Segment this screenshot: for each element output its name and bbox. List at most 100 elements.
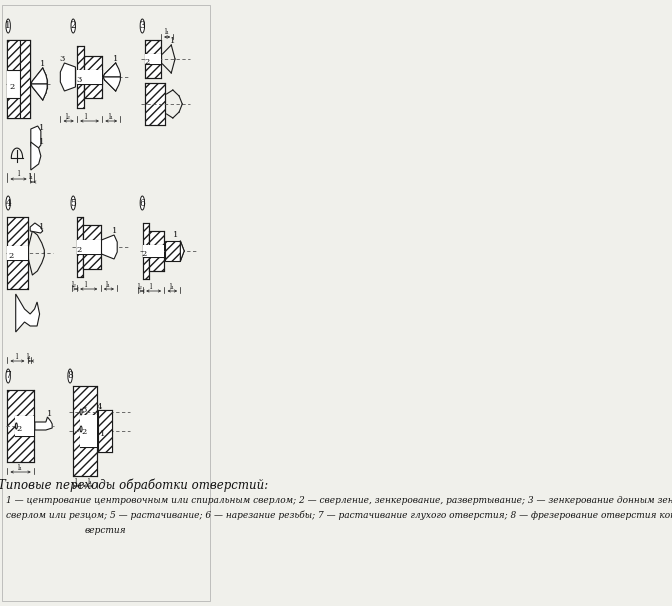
Text: 1 — центрование центровочным или спиральным сверлом; 2 — сверление, зенкерование: 1 — центрование центровочным или спираль… <box>6 496 672 505</box>
Text: l: l <box>75 478 77 486</box>
Bar <box>144 83 165 125</box>
Bar <box>7 390 34 462</box>
Polygon shape <box>103 77 120 91</box>
Text: l: l <box>17 170 19 178</box>
Text: 2: 2 <box>142 250 147 258</box>
Text: Рис. 3.2. Типовые переходы обработки отверстий:: Рис. 3.2. Типовые переходы обработки отв… <box>0 478 269 491</box>
Text: 2: 2 <box>71 21 76 30</box>
Polygon shape <box>35 417 52 430</box>
Text: 3: 3 <box>81 406 87 414</box>
Bar <box>77 46 84 108</box>
Circle shape <box>6 369 10 383</box>
Text: l₁: l₁ <box>108 113 114 121</box>
Text: l: l <box>16 353 18 361</box>
Polygon shape <box>30 223 43 233</box>
Text: l₁: l₁ <box>106 281 111 289</box>
Bar <box>20 40 30 118</box>
Polygon shape <box>31 84 47 100</box>
Text: 3: 3 <box>140 21 145 30</box>
Text: 1: 1 <box>5 21 11 30</box>
Circle shape <box>71 19 75 33</box>
Circle shape <box>71 196 75 210</box>
Text: 2: 2 <box>17 425 22 433</box>
Bar <box>73 386 97 476</box>
Text: l₁: l₁ <box>169 283 175 291</box>
Text: l: l <box>85 113 87 121</box>
Bar <box>77 70 84 84</box>
Text: 2: 2 <box>9 83 15 91</box>
Bar <box>143 245 149 257</box>
Bar <box>144 54 161 64</box>
Text: 1: 1 <box>39 124 44 132</box>
Circle shape <box>68 369 73 383</box>
Text: верстия: верстия <box>85 526 126 535</box>
Bar <box>79 415 97 447</box>
Bar <box>144 40 161 78</box>
Text: 1: 1 <box>47 410 52 418</box>
Text: l₁: l₁ <box>18 464 23 472</box>
Text: 2: 2 <box>76 246 81 254</box>
Text: 1: 1 <box>170 37 175 45</box>
Polygon shape <box>31 126 41 149</box>
Bar <box>7 40 30 118</box>
Text: l: l <box>150 283 152 291</box>
Text: 6: 6 <box>140 199 145 207</box>
Circle shape <box>80 409 82 415</box>
Text: l₁: l₁ <box>28 353 32 361</box>
Text: 2: 2 <box>8 252 13 260</box>
Bar <box>84 56 102 98</box>
Text: 4: 4 <box>5 199 11 207</box>
Polygon shape <box>15 294 40 332</box>
Bar <box>7 98 20 118</box>
Bar <box>83 225 101 269</box>
Text: l₁: l₁ <box>30 173 34 181</box>
Text: 1: 1 <box>40 60 46 68</box>
Polygon shape <box>101 235 117 259</box>
Text: 8: 8 <box>67 371 73 381</box>
Text: 1: 1 <box>173 231 178 239</box>
Text: 1: 1 <box>100 430 106 438</box>
Circle shape <box>6 19 10 33</box>
Circle shape <box>80 426 82 432</box>
Text: 1: 1 <box>113 55 118 63</box>
Bar <box>83 240 101 254</box>
Bar <box>149 231 165 271</box>
Text: l₁: l₁ <box>165 28 170 36</box>
Polygon shape <box>180 241 184 261</box>
Circle shape <box>140 19 144 33</box>
Text: 2: 2 <box>144 58 150 66</box>
Text: 3: 3 <box>76 76 81 84</box>
Text: 1: 1 <box>39 223 44 231</box>
Polygon shape <box>31 68 47 84</box>
Bar <box>77 217 83 277</box>
Circle shape <box>15 423 17 429</box>
Circle shape <box>6 196 10 210</box>
Text: l₂: l₂ <box>66 113 71 121</box>
Circle shape <box>140 196 144 210</box>
Text: l₂: l₂ <box>73 281 77 289</box>
Text: l₂: l₂ <box>138 283 143 291</box>
Text: 5: 5 <box>71 199 76 207</box>
Text: l₁: l₁ <box>87 478 92 486</box>
Bar <box>98 410 112 452</box>
Text: 7: 7 <box>5 371 11 381</box>
Text: 2: 2 <box>81 428 87 436</box>
Bar <box>7 40 20 70</box>
Text: 4: 4 <box>97 403 103 411</box>
Bar <box>7 70 29 98</box>
Bar <box>149 245 165 257</box>
Polygon shape <box>103 63 120 77</box>
Polygon shape <box>60 63 75 91</box>
Bar <box>143 223 149 279</box>
Text: сверлом или резцом; 5 — растачивание; 6 — нарезание резьбы; 7 — растачивание глу: сверлом или резцом; 5 — растачивание; 6 … <box>6 511 672 521</box>
Bar <box>84 70 102 84</box>
Bar <box>7 217 28 289</box>
Bar <box>7 246 28 260</box>
Polygon shape <box>31 142 41 170</box>
Text: 1: 1 <box>39 138 44 146</box>
Text: 3: 3 <box>60 55 65 63</box>
Text: 1: 1 <box>112 227 118 235</box>
Bar <box>165 241 180 261</box>
Bar <box>15 416 34 436</box>
Bar <box>77 240 83 254</box>
